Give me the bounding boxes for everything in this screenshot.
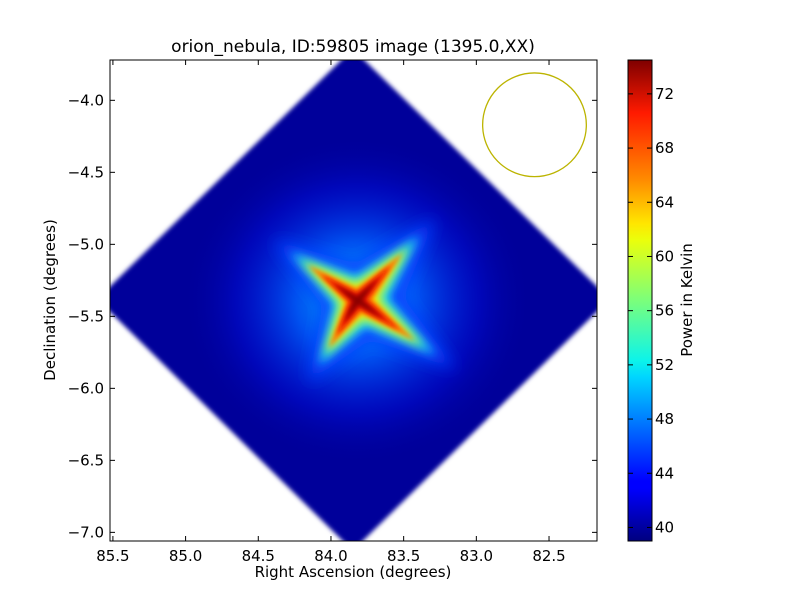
colorbar-axis: 40 44 48 52 56 60 64 68 72 xyxy=(628,85,674,536)
colorbar-tick-label: 72 xyxy=(655,85,674,103)
colorbar-tick-label: 52 xyxy=(655,356,674,374)
y-tick-label: −7.0 xyxy=(68,523,104,541)
y-tick-label: −5.5 xyxy=(68,307,104,325)
colorbar-tick-label: 48 xyxy=(655,410,674,428)
colorbar-tick-label: 56 xyxy=(655,302,674,320)
plot-frame xyxy=(109,59,598,542)
x-tick-label: 82.5 xyxy=(532,547,565,565)
colorbar xyxy=(627,59,653,542)
x-tick-label: 84.5 xyxy=(242,547,275,565)
y-tick-label: −4.5 xyxy=(68,163,104,181)
y-tick-label: −6.0 xyxy=(68,379,104,397)
colorbar-tick-label: 40 xyxy=(655,518,674,536)
x-tick-label: 84.0 xyxy=(314,547,347,565)
colorbar-label: Power in Kelvin xyxy=(678,243,696,357)
x-axis-label: Right Ascension (degrees) xyxy=(255,563,452,581)
y-tick-label: −6.5 xyxy=(68,451,104,469)
x-tick-label: 83.5 xyxy=(387,547,420,565)
colorbar-tick-label: 44 xyxy=(655,464,674,482)
colorbar-tick-label: 60 xyxy=(655,247,674,265)
x-tick-label: 83.0 xyxy=(460,547,493,565)
y-tick-label: −5.0 xyxy=(68,235,104,253)
x-tick-label: 85.5 xyxy=(96,547,129,565)
emission-peak xyxy=(333,278,385,323)
beam-circle xyxy=(481,72,587,178)
colorbar-tick-label: 64 xyxy=(655,193,674,211)
chart-title: orion_nebula, ID:59805 image (1395.0,XX) xyxy=(171,37,535,57)
x-tick-label: 85.0 xyxy=(169,547,202,565)
x-axis: 85.5 85.0 84.5 84.0 83.5 83.0 82.5 xyxy=(96,60,566,565)
colorbar-tick-label: 68 xyxy=(655,139,674,157)
y-axis: −4.0 −4.5 −5.0 −5.5 −6.0 −6.5 −7.0 xyxy=(68,91,597,541)
y-tick-label: −4.0 xyxy=(68,91,104,109)
y-axis-label: Declination (degrees) xyxy=(41,219,59,381)
